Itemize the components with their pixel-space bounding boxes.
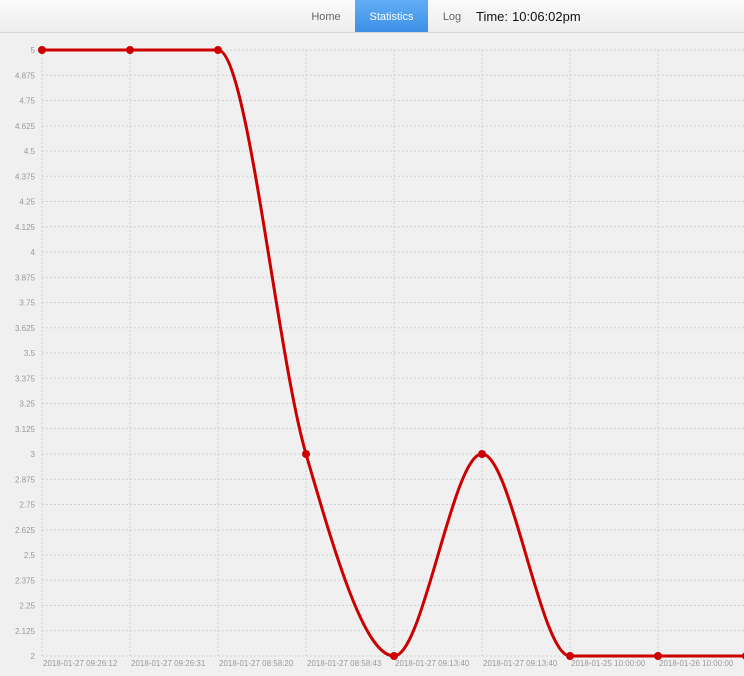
time-label: Time: (476, 9, 509, 24)
y-tick-label: 4.25 (19, 198, 35, 207)
y-tick-label: 3.75 (19, 299, 35, 308)
y-tick-label: 2.625 (15, 526, 36, 535)
x-axis-ticks: 2018-01-27 09:26:12 2018-01-27 09:26:31 20… (43, 659, 734, 668)
nav-log-tab[interactable]: Log (442, 11, 462, 23)
y-tick-label: 2 (31, 652, 36, 661)
statistics-line-chart: 5 4.875 4.75 4.625 4.5 4.375 4.25 4.125 4 3.875 3.… (15, 46, 744, 668)
y-tick-label: 2.75 (19, 501, 35, 510)
time-value: 10:06:02pm (512, 9, 581, 24)
data-point (38, 46, 46, 54)
data-point (478, 450, 486, 458)
y-tick-label: 3.625 (15, 324, 36, 333)
x-tick-label: 2018-01-27 08:58:43 (307, 659, 382, 668)
x-tick-label: 2018-01-25 10:00:00 (571, 659, 646, 668)
x-tick-label: 2018-01-27 09:26:12 (43, 659, 118, 668)
y-axis-ticks: 5 4.875 4.75 4.625 4.5 4.375 4.25 4.125 4 3.875 3.… (15, 46, 36, 661)
y-tick-label: 4.375 (15, 172, 36, 181)
y-tick-label: 2.125 (15, 627, 36, 636)
nav-home-tab[interactable]: Home (311, 11, 341, 23)
y-tick-label: 4.125 (15, 223, 36, 232)
x-tick-label: 2018-01-27 09:13:40 (483, 659, 558, 668)
y-tick-label: 3 (31, 450, 36, 459)
y-tick-label: 4.875 (15, 71, 36, 80)
y-tick-label: 4.5 (24, 147, 36, 156)
data-point (214, 46, 222, 54)
x-tick-label: 2018-01-27 09:26:31 (131, 659, 206, 668)
data-point (126, 46, 134, 54)
y-tick-label: 3.25 (19, 400, 35, 409)
data-point (566, 652, 574, 660)
data-point (654, 652, 662, 660)
y-tick-label: 3.875 (15, 273, 36, 282)
data-point (390, 652, 398, 660)
x-tick-label: 2018-01-27 09:13:40 (395, 659, 470, 668)
y-tick-label: 2.5 (24, 551, 36, 560)
chart-grid (41, 49, 744, 657)
data-point (302, 450, 310, 458)
y-tick-label: 4 (31, 248, 36, 257)
y-tick-label: 5 (31, 46, 36, 55)
nav-statistics-tab[interactable]: Statistics (355, 0, 428, 32)
y-tick-label: 3.375 (15, 374, 36, 383)
x-tick-label: 2018-01-26 10:00:00 (659, 659, 734, 668)
y-tick-label: 2.25 (19, 602, 35, 611)
y-tick-label: 3.125 (15, 425, 36, 434)
y-tick-label: 3.5 (24, 349, 36, 358)
y-tick-label: 2.375 (15, 576, 36, 585)
y-tick-label: 2.875 (15, 475, 36, 484)
y-tick-label: 4.625 (15, 122, 36, 131)
y-tick-label: 4.75 (19, 97, 35, 106)
top-navbar: Home Statistics Log Time: 10:06:02pm (0, 0, 744, 33)
clock-display: Time: 10:06:02pm (476, 0, 581, 32)
x-tick-label: 2018-01-27 08:58:20 (219, 659, 294, 668)
